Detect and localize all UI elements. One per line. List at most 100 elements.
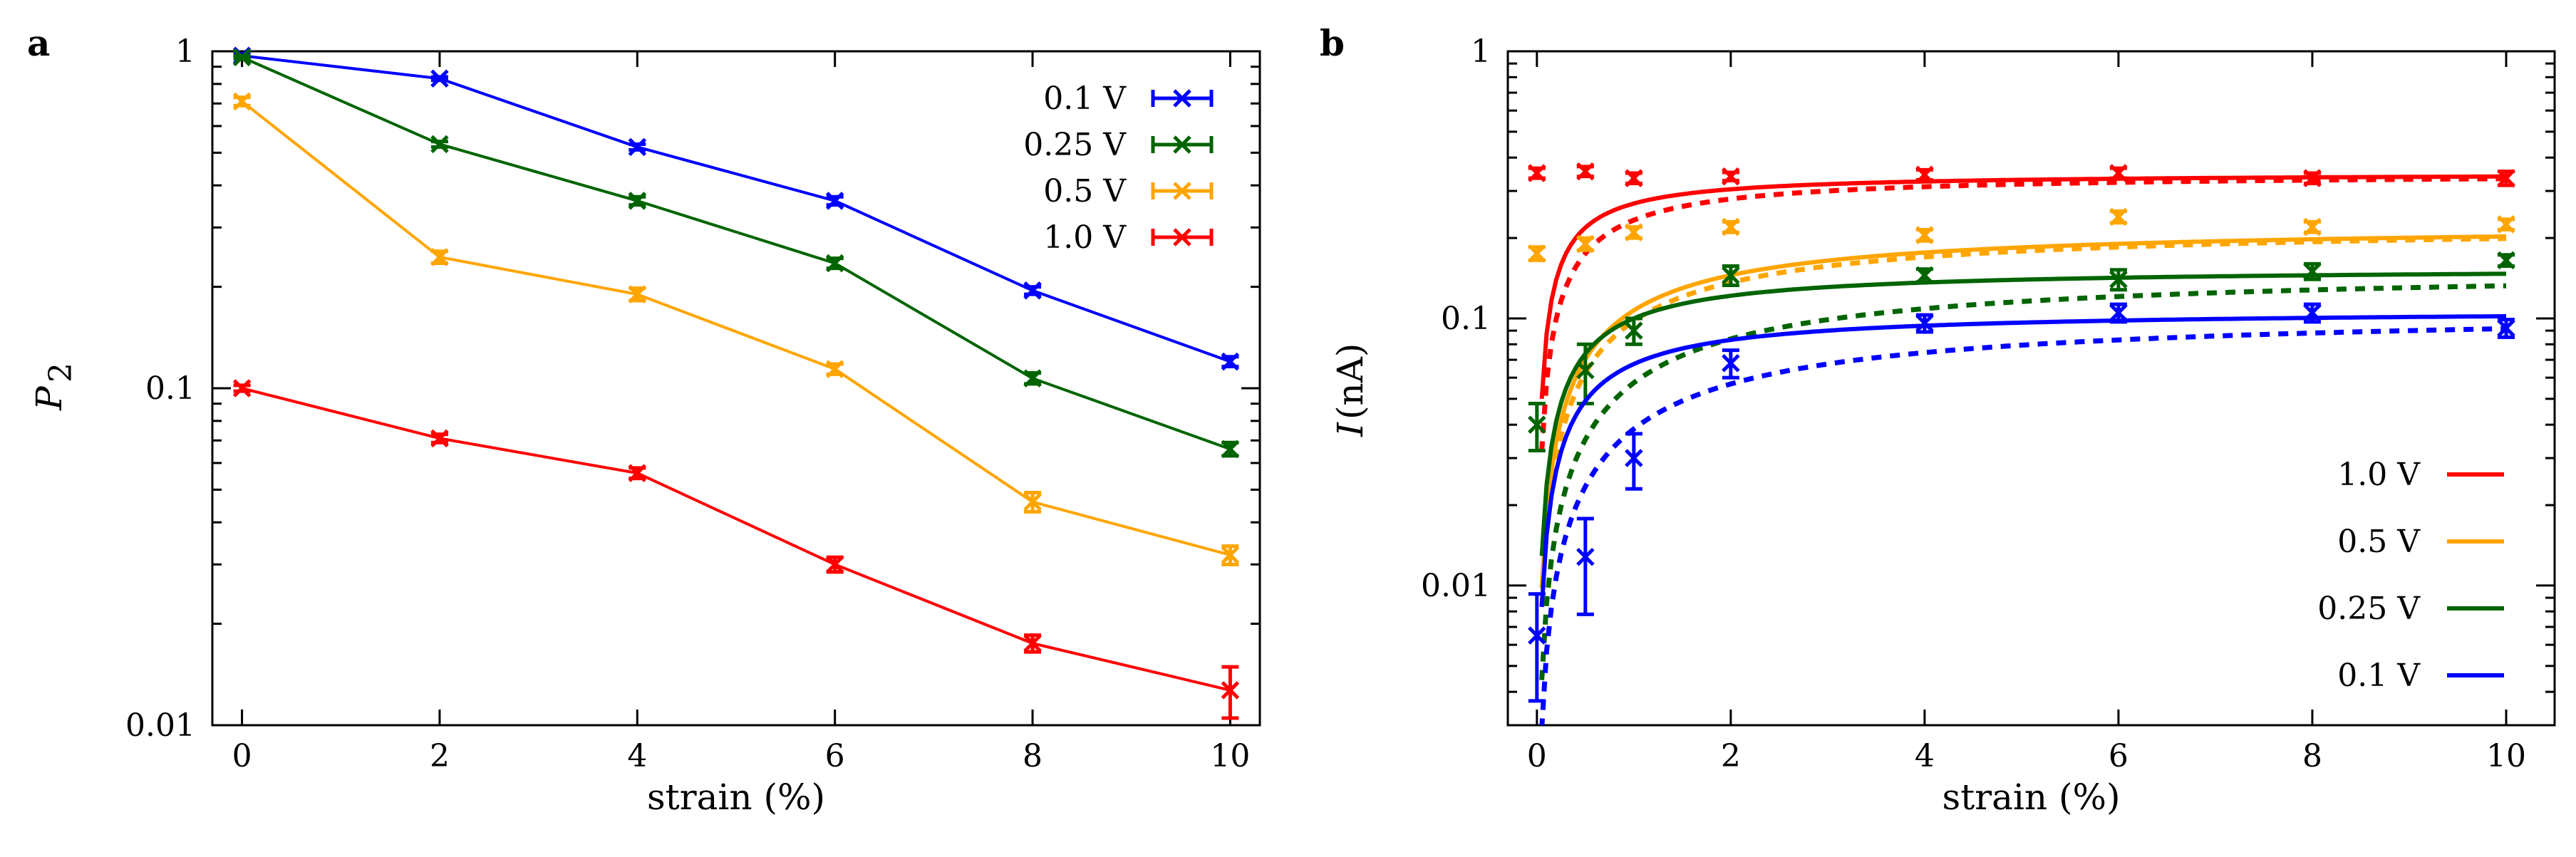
data-point — [2497, 215, 2515, 234]
legend-label: 1.0 V — [2337, 457, 2421, 493]
y-tick-label: 1 — [1471, 33, 1491, 70]
data-point-stroke — [1625, 449, 1643, 467]
panel-b: b 0 2 4 6 8 10 0.01 0.1 1 strain (%) I (nA) 1.0 V 0.5… — [1320, 22, 2556, 818]
fit-dashed-line — [1539, 283, 2507, 680]
data-point — [1576, 360, 1595, 380]
data-point-stroke — [1915, 226, 1934, 244]
fit-dashed-line — [1539, 326, 2507, 725]
data-point-stroke — [628, 285, 647, 303]
data-point — [1722, 167, 1740, 186]
fit-solid-line — [1539, 313, 2507, 608]
data-point-stroke — [1221, 681, 1240, 700]
data-point — [1625, 223, 1643, 241]
x-tick-label: 10 — [1210, 738, 1250, 774]
data-point-stroke — [1023, 634, 1042, 653]
data-point — [1625, 321, 1643, 340]
x-tick-label: 6 — [2109, 738, 2128, 774]
data-point — [1023, 281, 1042, 300]
legend-marker — [1173, 182, 1191, 200]
legend-marker-stroke — [1173, 135, 1191, 154]
x-tick-label: 6 — [825, 738, 845, 774]
x-tick-label: 0 — [232, 738, 252, 774]
x-tick-label: 2 — [430, 738, 450, 774]
data-point — [430, 69, 449, 88]
data-point — [2303, 169, 2322, 187]
data-point — [2109, 270, 2128, 289]
data-point-stroke — [430, 248, 449, 266]
data-point — [430, 248, 449, 266]
y-axis-label-main: P — [29, 385, 70, 411]
data-point — [1221, 681, 1240, 700]
data-point-stroke — [2109, 270, 2128, 289]
plot-area — [1528, 162, 2515, 725]
y-tick-label: 0.1 — [145, 370, 195, 407]
data-point-stroke — [1576, 547, 1595, 566]
y-axis-label-units: (nA) — [1330, 343, 1371, 420]
data-point-stroke — [1023, 492, 1042, 511]
data-point — [1528, 244, 1546, 263]
data-point — [1221, 352, 1240, 371]
data-point — [1722, 266, 1740, 285]
data-point-stroke — [2303, 217, 2322, 237]
y-tick-label: 0.01 — [125, 707, 195, 744]
data-point-stroke — [825, 254, 844, 273]
data-point — [1625, 169, 1643, 187]
data-point-stroke — [825, 555, 844, 574]
data-point-stroke — [1915, 266, 1934, 285]
legend-marker-stroke — [1173, 228, 1191, 246]
data-point-stroke — [1722, 167, 1740, 186]
series — [232, 379, 1240, 720]
data-point-stroke — [2109, 207, 2128, 227]
legend-label: 0.1 V — [1043, 80, 1127, 117]
data-point — [1625, 449, 1643, 467]
data-point — [628, 464, 647, 482]
data-point — [628, 192, 647, 210]
legend-label: 0.25 V — [2317, 591, 2421, 627]
data-point — [1722, 217, 1740, 237]
data-point — [2109, 207, 2128, 227]
fit-solid-line — [1539, 234, 2507, 588]
data-point-stroke — [232, 379, 252, 398]
data-point-stroke — [1576, 162, 1595, 181]
data-point — [430, 429, 449, 448]
data-point — [1915, 313, 1934, 333]
y-tick-label: 1 — [175, 33, 195, 70]
data-point — [232, 92, 252, 111]
data-point-stroke — [1576, 360, 1595, 380]
x-axis-label: strain (%) — [1942, 777, 2120, 818]
data-point-stroke — [1722, 266, 1740, 285]
data-point-stroke — [1576, 234, 1595, 254]
fit-solid-line — [1539, 271, 2507, 556]
series-line — [241, 100, 1231, 556]
panel-label: b — [1320, 22, 1345, 64]
data-point — [2497, 318, 2515, 338]
data-point-stroke — [1221, 352, 1240, 371]
data-point — [1528, 626, 1546, 645]
x-tick-label: 4 — [627, 738, 647, 774]
legend: 0.1 V 0.25 V 0.5 V 1.0 V — [1023, 80, 1214, 256]
panel-label: a — [27, 22, 50, 64]
fit-solid-line — [1539, 174, 2506, 400]
data-point-stroke — [2303, 303, 2322, 322]
data-point-stroke — [430, 429, 449, 448]
data-point — [825, 360, 844, 378]
legend-label: 0.1 V — [2337, 658, 2421, 694]
legend-marker-stroke — [1173, 182, 1191, 200]
data-point — [1722, 354, 1740, 373]
data-point-stroke — [1528, 164, 1546, 182]
y-tick-label: 0.1 — [1441, 301, 1491, 337]
data-point — [1023, 634, 1042, 653]
data-point-stroke — [1023, 281, 1042, 300]
error-bar — [1576, 516, 1594, 616]
series — [232, 92, 1240, 566]
data-point — [232, 48, 252, 67]
x-tick-label: 10 — [2486, 738, 2526, 774]
data-point-stroke — [2109, 303, 2128, 322]
data-point-stroke — [825, 192, 844, 210]
data-point — [1023, 369, 1042, 388]
series-line — [242, 387, 1231, 692]
series-line — [242, 54, 1231, 363]
data-point — [628, 285, 647, 303]
legend-label: 0.5 V — [1043, 173, 1127, 209]
